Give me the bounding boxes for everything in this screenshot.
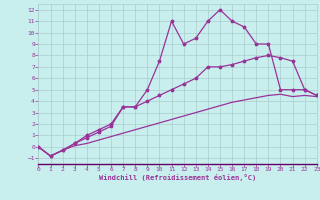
- X-axis label: Windchill (Refroidissement éolien,°C): Windchill (Refroidissement éolien,°C): [99, 174, 256, 181]
